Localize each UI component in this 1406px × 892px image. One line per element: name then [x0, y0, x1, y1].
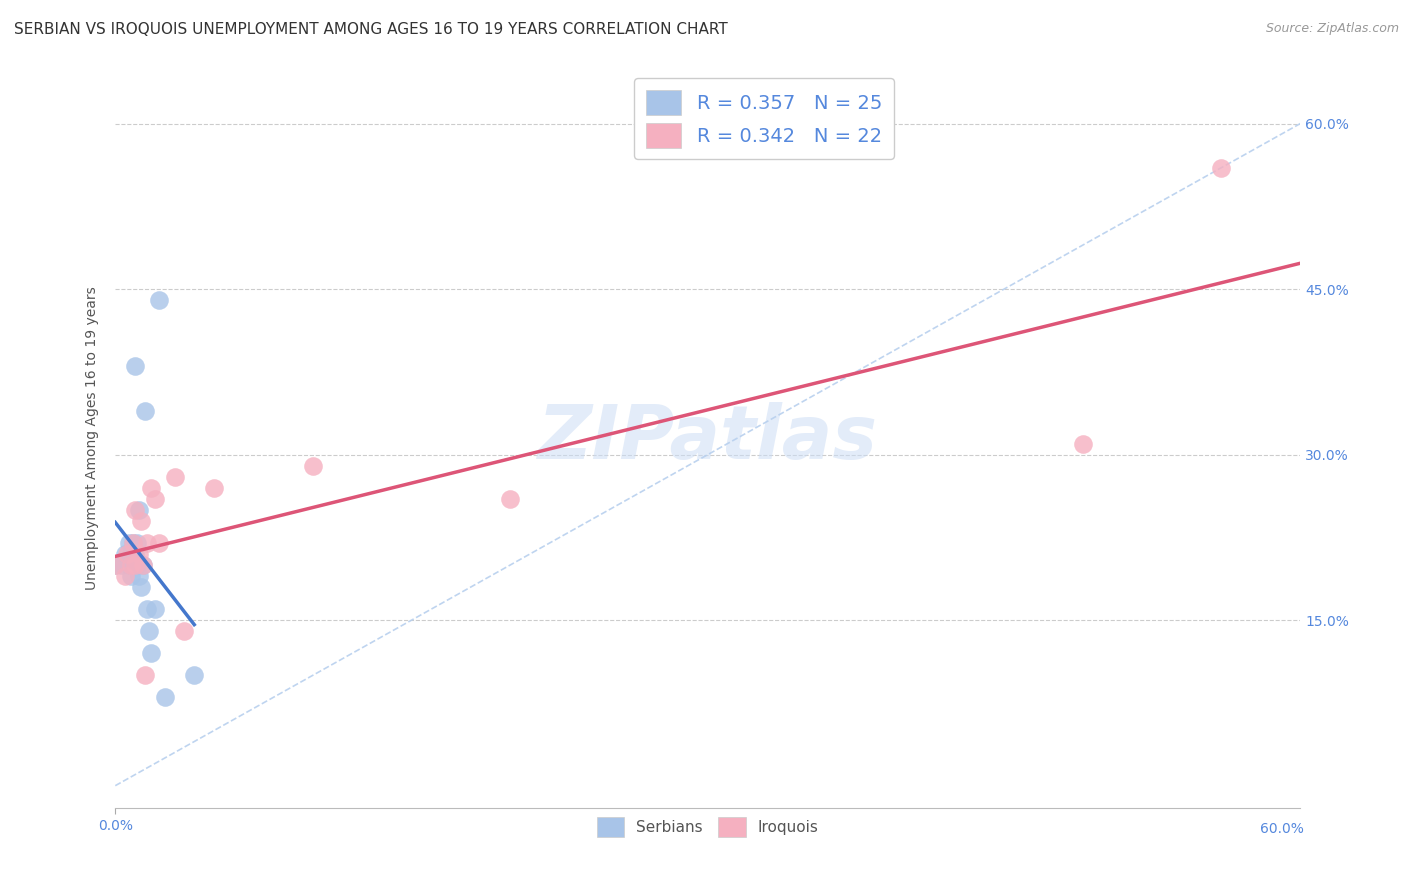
Point — [124, 503, 146, 517]
Text: ZIPatlas: ZIPatlas — [537, 401, 877, 475]
Point — [132, 558, 155, 572]
Point — [115, 547, 138, 561]
Point — [143, 491, 166, 506]
Point — [1071, 436, 1094, 450]
Point — [202, 481, 225, 495]
Point — [128, 503, 150, 517]
Point — [114, 569, 136, 583]
Point — [135, 536, 157, 550]
Text: Source: ZipAtlas.com: Source: ZipAtlas.com — [1265, 22, 1399, 36]
Point — [125, 536, 148, 550]
Point — [120, 558, 142, 572]
Point — [128, 569, 150, 583]
Point — [138, 624, 160, 639]
Point — [120, 547, 142, 561]
Point — [122, 558, 145, 572]
Point — [118, 536, 141, 550]
Point — [148, 536, 170, 550]
Point — [104, 558, 127, 572]
Point — [118, 558, 141, 572]
Legend: Serbians, Iroquois: Serbians, Iroquois — [589, 810, 827, 845]
Text: SERBIAN VS IROQUOIS UNEMPLOYMENT AMONG AGES 16 TO 19 YEARS CORRELATION CHART: SERBIAN VS IROQUOIS UNEMPLOYMENT AMONG A… — [14, 22, 728, 37]
Point — [153, 690, 176, 705]
Point — [104, 558, 127, 572]
Point — [122, 536, 145, 550]
Point — [124, 359, 146, 374]
Point — [124, 547, 146, 561]
Point — [143, 602, 166, 616]
Point — [129, 514, 152, 528]
Point — [163, 469, 186, 483]
Point — [134, 668, 156, 682]
Point — [132, 558, 155, 572]
Y-axis label: Unemployment Among Ages 16 to 19 years: Unemployment Among Ages 16 to 19 years — [86, 286, 100, 590]
Point — [173, 624, 195, 639]
Point — [1209, 161, 1232, 175]
Point — [125, 558, 148, 572]
Point — [139, 481, 162, 495]
Point — [135, 602, 157, 616]
Point — [120, 569, 142, 583]
Point — [124, 558, 146, 572]
Point — [139, 646, 162, 660]
Point — [114, 547, 136, 561]
Point — [122, 536, 145, 550]
Point — [183, 668, 205, 682]
Point — [110, 558, 132, 572]
Point — [134, 403, 156, 417]
Point — [129, 580, 152, 594]
Point — [301, 458, 323, 473]
Point — [128, 547, 150, 561]
Point — [148, 293, 170, 308]
Point — [499, 491, 522, 506]
Text: 60.0%: 60.0% — [1260, 822, 1305, 836]
